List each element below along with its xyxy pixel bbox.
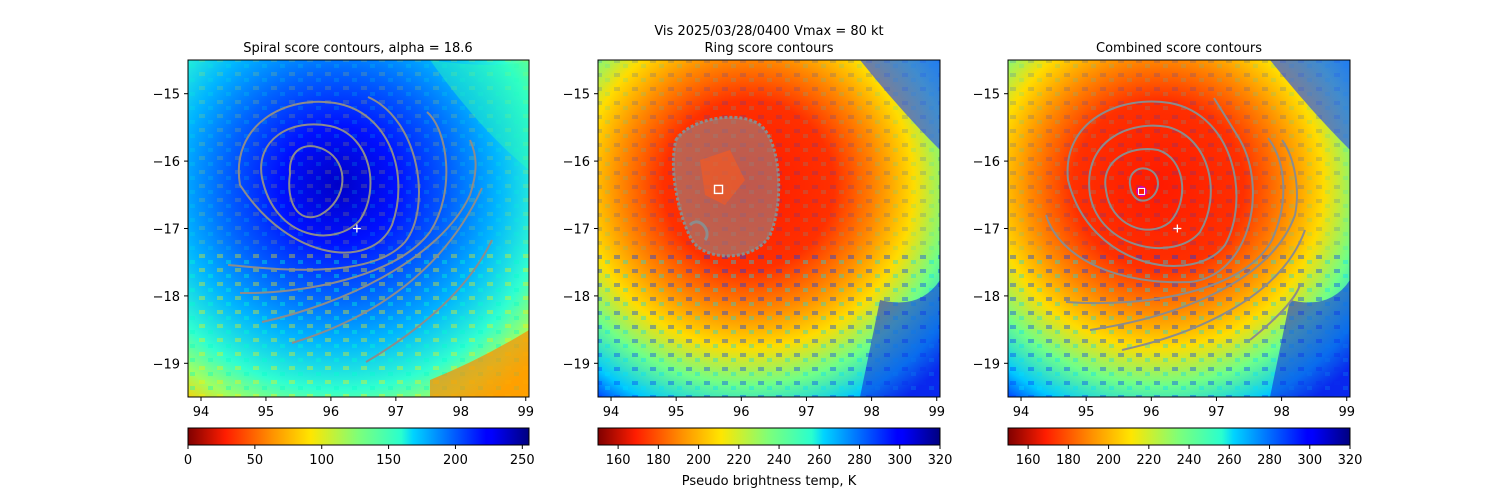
- y-tick-label: −19: [973, 357, 1000, 372]
- panel-combined-title: Combined score contours: [1096, 41, 1262, 56]
- x-tick-label: 99: [928, 405, 945, 420]
- colorbar-tick-label: 280: [847, 453, 872, 468]
- colorbar-tick-label: 220: [726, 453, 751, 468]
- square-marker: [713, 184, 724, 195]
- y-tick-label: −18: [153, 290, 180, 305]
- colorbar-tick-label: 50: [247, 453, 264, 468]
- colorbar-tick-label: 100: [309, 453, 334, 468]
- y-tick-label: −17: [973, 223, 1000, 238]
- plus-marker: [1173, 224, 1182, 233]
- panel-combined: Combined score contours 94 95 96 97 98 99 −15 −…: [973, 41, 1363, 468]
- panel-ring-markers: [713, 184, 724, 195]
- plus-marker: [352, 224, 361, 233]
- x-tick-label: 98: [453, 405, 470, 420]
- y-tick-label: −16: [563, 155, 590, 170]
- panel-ring-title: Ring score contours: [704, 41, 833, 56]
- y-tick-label: −15: [153, 88, 180, 103]
- circle-marker: [1136, 186, 1147, 197]
- y-tick-label: −15: [563, 88, 590, 103]
- colorbar-tick-label: 150: [376, 453, 401, 468]
- colorbar-tick-label: 300: [1297, 453, 1322, 468]
- x-tick-label: 97: [1208, 405, 1225, 420]
- colorbar-tick-label: 260: [807, 453, 832, 468]
- x-tick-label: 96: [733, 405, 750, 420]
- x-tick-label: 94: [193, 405, 210, 420]
- colorbar-ring: 160 180 200 220 240 260 280 300 320: [597, 427, 953, 468]
- y-tick-label: −17: [153, 223, 180, 238]
- colorbar-tick-label: 180: [1056, 453, 1081, 468]
- panel-spiral-markers: [352, 224, 361, 233]
- x-tick-label: 99: [1338, 405, 1355, 420]
- panel-combined-contours: [1045, 97, 1306, 351]
- panel-combined-markers: [1136, 186, 1182, 233]
- panel-spiral-contours: [227, 96, 493, 363]
- colorbar-tick-label: 240: [767, 453, 792, 468]
- colorbar-tick-label: 200: [1096, 453, 1121, 468]
- colorbar-tick-label: 320: [1338, 453, 1363, 468]
- colorbar-tick-label: 220: [1136, 453, 1161, 468]
- figure-suptitle: Vis 2025/03/28/0400 Vmax = 80 kt: [654, 24, 883, 39]
- x-tick-label: 97: [388, 405, 405, 420]
- y-tick-label: −16: [153, 155, 180, 170]
- y-tick-label: −16: [973, 155, 1000, 170]
- panel-spiral-title: Spiral score contours, alpha = 18.6: [243, 41, 472, 56]
- panel-ring-ticks: 94 95 96 97 98 99 −15 −16 −17 −18 −19: [563, 88, 945, 420]
- panel-combined-image: [1008, 60, 1350, 397]
- y-tick-label: −18: [973, 290, 1000, 305]
- colorbar-tick-label: 250: [510, 453, 535, 468]
- panel-ring: Ring score contours 94 95 96 97 98 99 −15 −16 −1…: [563, 41, 953, 489]
- colorbar-tick-label: 180: [646, 453, 671, 468]
- x-tick-label: 95: [258, 405, 275, 420]
- colorbar-tick-label: 260: [1217, 453, 1242, 468]
- colorbar-tick-label: 300: [887, 453, 912, 468]
- x-tick-label: 97: [798, 405, 815, 420]
- x-tick-label: 96: [1143, 405, 1160, 420]
- colorbar-tick-label: 280: [1257, 453, 1282, 468]
- colorbar-tick-label: 200: [443, 453, 468, 468]
- colorbar-tick-label: 240: [1177, 453, 1202, 468]
- x-tick-label: 98: [1273, 405, 1290, 420]
- x-tick-label: 98: [863, 405, 880, 420]
- x-tick-label: 96: [323, 405, 340, 420]
- y-tick-label: −19: [153, 357, 180, 372]
- x-tick-label: 99: [517, 405, 534, 420]
- colorbar-label: Pseudo brightness temp, K: [682, 474, 857, 489]
- x-tick-label: 94: [603, 405, 620, 420]
- colorbar-tick-label: 200: [686, 453, 711, 468]
- x-tick-label: 95: [1078, 405, 1095, 420]
- colorbar-tick-label: 0: [184, 453, 192, 468]
- y-tick-label: −15: [973, 88, 1000, 103]
- x-tick-label: 94: [1013, 405, 1030, 420]
- colorbar-tick-label: 160: [606, 453, 631, 468]
- panel-combined-ticks: 94 95 96 97 98 99 −15 −16 −17 −18 −19: [973, 88, 1355, 420]
- panel-ring-contour-blob: [671, 115, 781, 258]
- panel-spiral: Spiral score contours, alpha = 18.6 94 95…: [153, 41, 535, 468]
- panel-spiral-ticks: 94 95 96 97 98 99 −15 −16 −17 −18 −19: [153, 88, 534, 420]
- y-tick-label: −18: [563, 290, 590, 305]
- colorbar-spiral: 0 50 100 150 200 250: [184, 427, 535, 468]
- panel-spiral-image: [188, 60, 529, 397]
- colorbar-tick-label: 320: [928, 453, 953, 468]
- colorbar-combined: 160 180 200 220 240 260 280 300 320: [1007, 427, 1363, 468]
- panel-ring-image: [598, 60, 940, 397]
- y-tick-label: −19: [563, 357, 590, 372]
- x-tick-label: 95: [668, 405, 685, 420]
- colorbar-tick-label: 160: [1016, 453, 1041, 468]
- y-tick-label: −17: [563, 223, 590, 238]
